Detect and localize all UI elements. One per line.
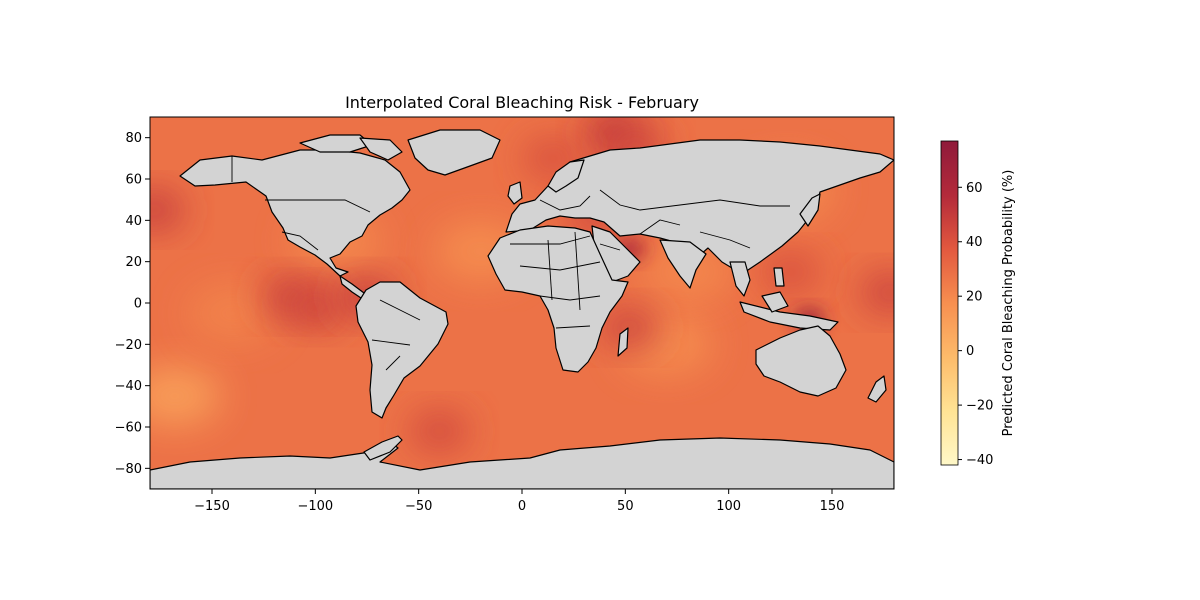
x-tick-label: −100 bbox=[297, 499, 333, 514]
x-tick-label: 0 bbox=[518, 499, 526, 514]
landmass-indonesia bbox=[739, 301, 839, 331]
landmass-greenland bbox=[407, 129, 501, 176]
landmass-philippines bbox=[773, 267, 785, 287]
y-tick-label: 20 bbox=[125, 255, 142, 270]
border-africa-2 bbox=[519, 261, 601, 271]
landmass-australia bbox=[755, 325, 847, 397]
border-europe bbox=[539, 195, 591, 211]
border-eurasia-1 bbox=[599, 189, 790, 211]
landmass-antarctic-peninsula bbox=[363, 435, 403, 461]
risk-coolspot-0 bbox=[150, 366, 221, 426]
landmass-baffin bbox=[359, 137, 403, 161]
border-arabia bbox=[599, 243, 621, 251]
x-axis-ticks: −150 −100 −50 0 50 100 150 bbox=[194, 489, 844, 514]
colorbar-tick-label: 20 bbox=[966, 290, 983, 305]
colorbar-tick-label: −40 bbox=[966, 453, 993, 468]
y-tick-label: 0 bbox=[134, 297, 142, 312]
risk-coolspot-3 bbox=[186, 283, 279, 344]
risk-hotspot-9 bbox=[859, 272, 894, 313]
risk-hotspot-11 bbox=[409, 411, 470, 452]
border-south-america-2 bbox=[371, 339, 411, 346]
border-africa-4 bbox=[555, 325, 591, 329]
land-layer bbox=[150, 129, 894, 489]
y-axis-ticks: 80 60 40 20 0 −20 −40 −60 −80 bbox=[115, 131, 150, 477]
border-africa-3 bbox=[539, 295, 601, 301]
risk-hotspot-3 bbox=[760, 252, 821, 292]
colorbar-tick-label: 60 bbox=[966, 181, 983, 196]
landmass-new-zealand bbox=[867, 375, 887, 403]
country-borders bbox=[231, 156, 790, 371]
colorbar-ticks: 60 40 20 0 −20 −40 bbox=[958, 181, 993, 468]
landmass-borneo bbox=[761, 291, 789, 313]
landmass-scandinavia bbox=[547, 159, 585, 193]
border-usa-canada bbox=[265, 199, 371, 213]
y-tick-label: −60 bbox=[115, 421, 142, 436]
colorbar-tick-label: 40 bbox=[966, 235, 983, 250]
colorbar-tick-label: 0 bbox=[966, 344, 974, 359]
landmass-south-america bbox=[355, 281, 449, 419]
x-tick-label: 50 bbox=[617, 499, 634, 514]
landmass-japan bbox=[799, 193, 821, 227]
landmass-africa bbox=[487, 225, 629, 373]
border-usa-mexico bbox=[281, 231, 319, 251]
y-tick-label: −40 bbox=[115, 379, 142, 394]
border-africa-6 bbox=[574, 231, 581, 311]
landmass-eurasia bbox=[505, 139, 894, 275]
border-africa-5 bbox=[547, 239, 553, 301]
y-tick-label: 60 bbox=[125, 173, 142, 188]
colorbar-gradient bbox=[940, 140, 959, 466]
x-tick-label: −50 bbox=[405, 499, 432, 514]
landmass-antarctica bbox=[150, 437, 894, 489]
colorbar-label: Predicted Coral Bleaching Probability (%… bbox=[1001, 170, 1016, 437]
map-axes: −150 −100 −50 0 50 100 150 80 60 40 20 0 −20 −40 −60 −… bbox=[115, 116, 895, 514]
x-tick-label: −150 bbox=[194, 499, 230, 514]
colorbar-tick-label: −20 bbox=[966, 399, 993, 414]
border-africa-1 bbox=[510, 235, 591, 245]
landmass-india bbox=[659, 239, 707, 289]
border-eurasia-3 bbox=[699, 231, 751, 249]
border-eurasia-2 bbox=[639, 219, 681, 235]
x-tick-label: 150 bbox=[820, 499, 845, 514]
risk-hotspot-5 bbox=[599, 307, 660, 348]
border-south-america-1 bbox=[379, 299, 421, 321]
landmass-southeast-asia bbox=[729, 261, 751, 297]
map-title: Interpolated Coral Bleaching Risk - Febr… bbox=[345, 93, 699, 112]
landmass-madagascar bbox=[617, 327, 629, 357]
y-tick-label: 40 bbox=[125, 214, 142, 229]
risk-hotspot-8 bbox=[150, 190, 185, 230]
landmass-britain bbox=[507, 181, 523, 205]
colorbar: 60 40 20 0 −20 −40 Predicted Coral Bleaching … bbox=[940, 140, 1016, 468]
y-tick-label: 80 bbox=[125, 131, 142, 146]
y-tick-label: −80 bbox=[115, 462, 142, 477]
y-tick-label: −20 bbox=[115, 338, 142, 353]
border-south-america-3 bbox=[385, 355, 401, 371]
x-tick-label: 100 bbox=[716, 499, 741, 514]
risk-hotspot-1 bbox=[285, 287, 346, 328]
